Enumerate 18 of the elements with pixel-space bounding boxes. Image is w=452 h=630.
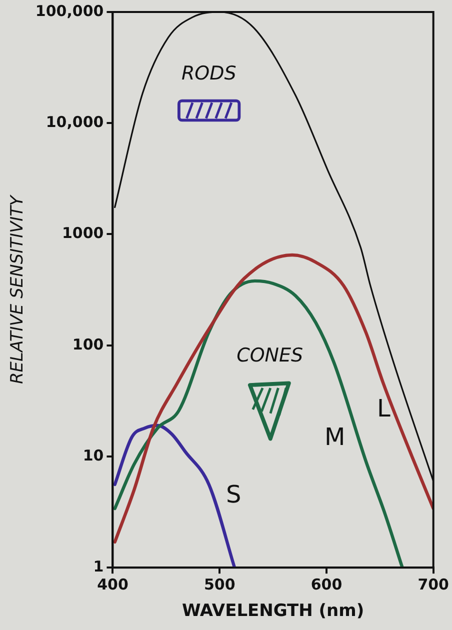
- x-tick-label: 500: [204, 575, 236, 594]
- series-label: M: [324, 422, 346, 451]
- y-tick-label: 100,000: [35, 2, 104, 20]
- y-tick-label: 1: [93, 557, 104, 576]
- y-axis-title: RELATIVE SENSITIVITY: [8, 194, 28, 384]
- annotation: CONES: [236, 344, 304, 366]
- y-tick-label: 10: [82, 446, 104, 464]
- x-tick-label: 600: [310, 575, 342, 594]
- y-tick-label: 1000: [62, 224, 104, 242]
- series-label: S: [226, 480, 242, 509]
- x-tick-label: 700: [418, 575, 449, 594]
- x-tick-label: 400: [97, 575, 128, 594]
- x-axis-title: WAVELENGTH (nm): [182, 601, 364, 622]
- series-label: L: [376, 394, 391, 423]
- y-tick-label: 10,000: [46, 113, 104, 132]
- line-series: [113, 253, 434, 544]
- annotation: RODS: [181, 62, 236, 85]
- y-tick-label: 100: [72, 335, 104, 354]
